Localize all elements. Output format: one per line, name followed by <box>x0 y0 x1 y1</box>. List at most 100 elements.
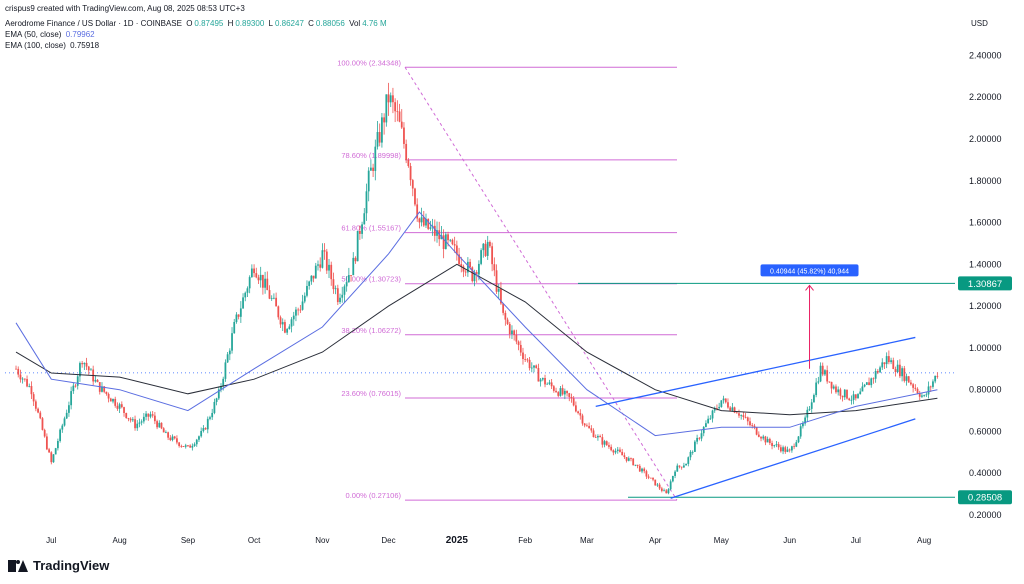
candle-body <box>237 314 240 317</box>
channel-upper-line <box>595 336 916 408</box>
x-tick-label: Oct <box>248 536 261 545</box>
candle-body <box>266 278 269 291</box>
candle-body <box>436 230 438 236</box>
candle-body <box>707 418 710 424</box>
candle-body <box>896 364 899 373</box>
candle-body <box>583 423 586 426</box>
candle-body <box>808 408 811 410</box>
price-tag <box>958 276 1012 291</box>
candle-body <box>325 251 328 271</box>
candle-body <box>738 413 740 416</box>
candle-body <box>385 94 388 123</box>
candle-body <box>934 375 937 382</box>
candle-body <box>678 465 681 467</box>
candle-body <box>127 417 130 419</box>
candle-body <box>533 365 535 368</box>
ema50-legend[interactable]: EMA (50, close) 0.79962 <box>5 30 97 40</box>
x-tick-label: Aug <box>112 536 126 545</box>
candle-body <box>537 368 540 382</box>
candle-body <box>65 412 68 419</box>
candle-body <box>101 386 103 392</box>
candle-body <box>835 386 837 393</box>
candle-body <box>797 436 800 443</box>
candle-body <box>204 428 207 430</box>
candle-body <box>762 436 765 439</box>
candle-body <box>541 378 544 380</box>
candle-body <box>832 386 835 389</box>
candle-body <box>165 432 167 434</box>
symbol-legend[interactable]: Aerodrome Finance / US Dollar · 1D · COI… <box>5 19 389 29</box>
candle-body <box>145 413 147 417</box>
candle-body <box>775 444 778 446</box>
candle-body <box>574 405 577 412</box>
candle-body <box>645 471 648 477</box>
candle-body <box>90 369 92 371</box>
candle-body <box>328 264 330 271</box>
candle-body <box>610 446 613 451</box>
candle-body <box>383 117 386 123</box>
candle-body <box>608 445 610 447</box>
candle-body <box>321 250 324 268</box>
candle-body <box>235 314 238 322</box>
y-tick-label: 1.20000 <box>969 301 1002 311</box>
credit-line: crispus9 created with TradingView.com, A… <box>5 4 247 14</box>
candle-body <box>28 386 31 387</box>
candle-body <box>810 402 813 409</box>
candle-body <box>206 418 209 430</box>
fib-level-label: 100.00% (2.34348) <box>337 58 401 67</box>
ema100-legend[interactable]: EMA (100, close) 0.75918 <box>5 41 101 51</box>
price-tag-label: 1.30867 <box>968 279 1002 290</box>
candle-body <box>41 418 44 430</box>
candle-body <box>358 230 361 234</box>
candle-body <box>555 390 557 393</box>
tradingview-watermark[interactable]: TradingView <box>8 558 109 573</box>
candle-body <box>34 401 37 409</box>
x-tick-label: 2025 <box>446 535 469 546</box>
candle-body <box>539 379 542 382</box>
candle-body <box>74 385 77 387</box>
candle-body <box>242 297 244 309</box>
candle-body <box>773 445 776 447</box>
candle-body <box>910 382 912 385</box>
candle-body <box>107 393 110 399</box>
candle-body <box>696 437 699 442</box>
candle-body <box>158 422 161 428</box>
candle-body <box>250 268 253 278</box>
candle-body <box>403 127 405 144</box>
candle-body <box>579 413 582 416</box>
candle-body <box>70 391 73 406</box>
candle-body <box>50 452 53 463</box>
candle-body <box>332 279 335 290</box>
candle-body <box>140 421 143 423</box>
candle-body <box>187 445 189 447</box>
candle-body <box>184 445 187 447</box>
candle-body <box>890 360 892 363</box>
candle-body <box>757 434 760 437</box>
close-value: 0.88056 <box>315 19 345 28</box>
candle-body <box>297 309 300 311</box>
candle-body <box>460 264 463 267</box>
candle-body <box>48 449 50 453</box>
candle-body <box>733 407 736 413</box>
candle-body <box>744 416 747 418</box>
candle-body <box>771 443 773 447</box>
candle-body <box>720 400 723 407</box>
axes: 0.20000 0.40000 0.60000 0.80000 1.00000 1.200… <box>46 50 1001 546</box>
candle-body <box>369 167 372 171</box>
candle-body <box>381 117 383 143</box>
candle-body <box>83 362 86 365</box>
candle-body <box>652 477 654 480</box>
candle-body <box>685 463 687 466</box>
candle-body <box>317 264 319 266</box>
candle-body <box>125 412 128 418</box>
candle-body <box>52 454 55 463</box>
candle-body <box>451 239 454 245</box>
candle-body <box>674 471 676 476</box>
candle-body <box>162 428 165 433</box>
drawings[interactable]: 1.30867 0.28508 0.40944 (45.82%) 40,944 <box>578 264 1012 505</box>
fib-level-label: 78.60% (1.89998) <box>341 151 401 160</box>
candle-body <box>641 468 643 472</box>
candle-body <box>405 143 408 161</box>
candle-body <box>735 412 738 414</box>
